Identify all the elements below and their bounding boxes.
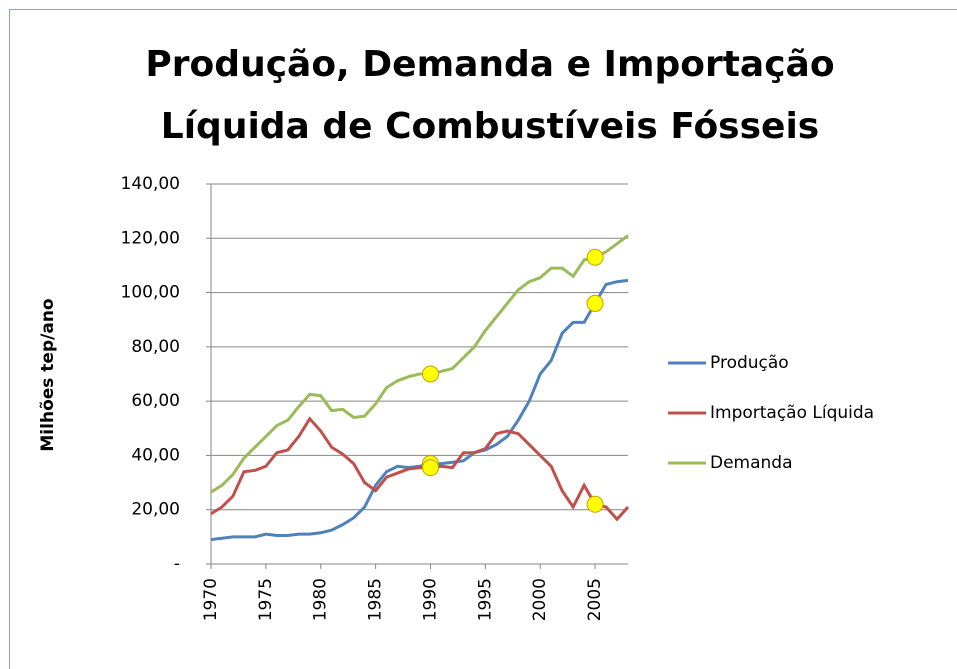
highlight-marker	[421, 459, 439, 477]
x-tick-label: 1985	[366, 578, 386, 621]
chart-title: Líquida de Combustíveis Fósseis	[161, 106, 819, 147]
y-axis-label: Milhões tep/ano	[38, 298, 58, 451]
chart-title: Produção, Demanda e Importação	[145, 44, 834, 85]
highlight-marker	[586, 495, 604, 513]
y-tick-label: 140,00	[121, 174, 180, 194]
y-tick-label: 40,00	[131, 445, 180, 465]
y-tick-label: 60,00	[131, 391, 180, 411]
frame	[9, 9, 957, 669]
x-tick-label: 1995	[475, 578, 495, 621]
legend-label: Produção	[710, 353, 789, 373]
x-tick-label: 1980	[311, 578, 331, 621]
series-line	[210, 234, 629, 494]
series-line	[210, 416, 630, 522]
y-tick-label: 120,00	[121, 228, 180, 248]
highlight-marker	[421, 365, 439, 383]
x-tick-label: 2005	[585, 578, 605, 621]
y-tick-label: 80,00	[131, 337, 180, 357]
y-tick-label: 20,00	[131, 500, 180, 520]
y-tick-label: -	[174, 554, 180, 574]
highlight-marker	[586, 248, 604, 266]
x-tick-label: 1990	[420, 578, 440, 621]
x-tick-label: 1975	[256, 578, 276, 621]
highlight-marker	[586, 294, 604, 312]
x-tick-label: 1970	[201, 578, 221, 621]
legend-label: Importação Líquida	[710, 403, 874, 423]
x-tick-label: 2000	[530, 578, 550, 621]
legend-label: Demanda	[710, 453, 793, 473]
y-tick-label: 100,00	[121, 283, 180, 303]
